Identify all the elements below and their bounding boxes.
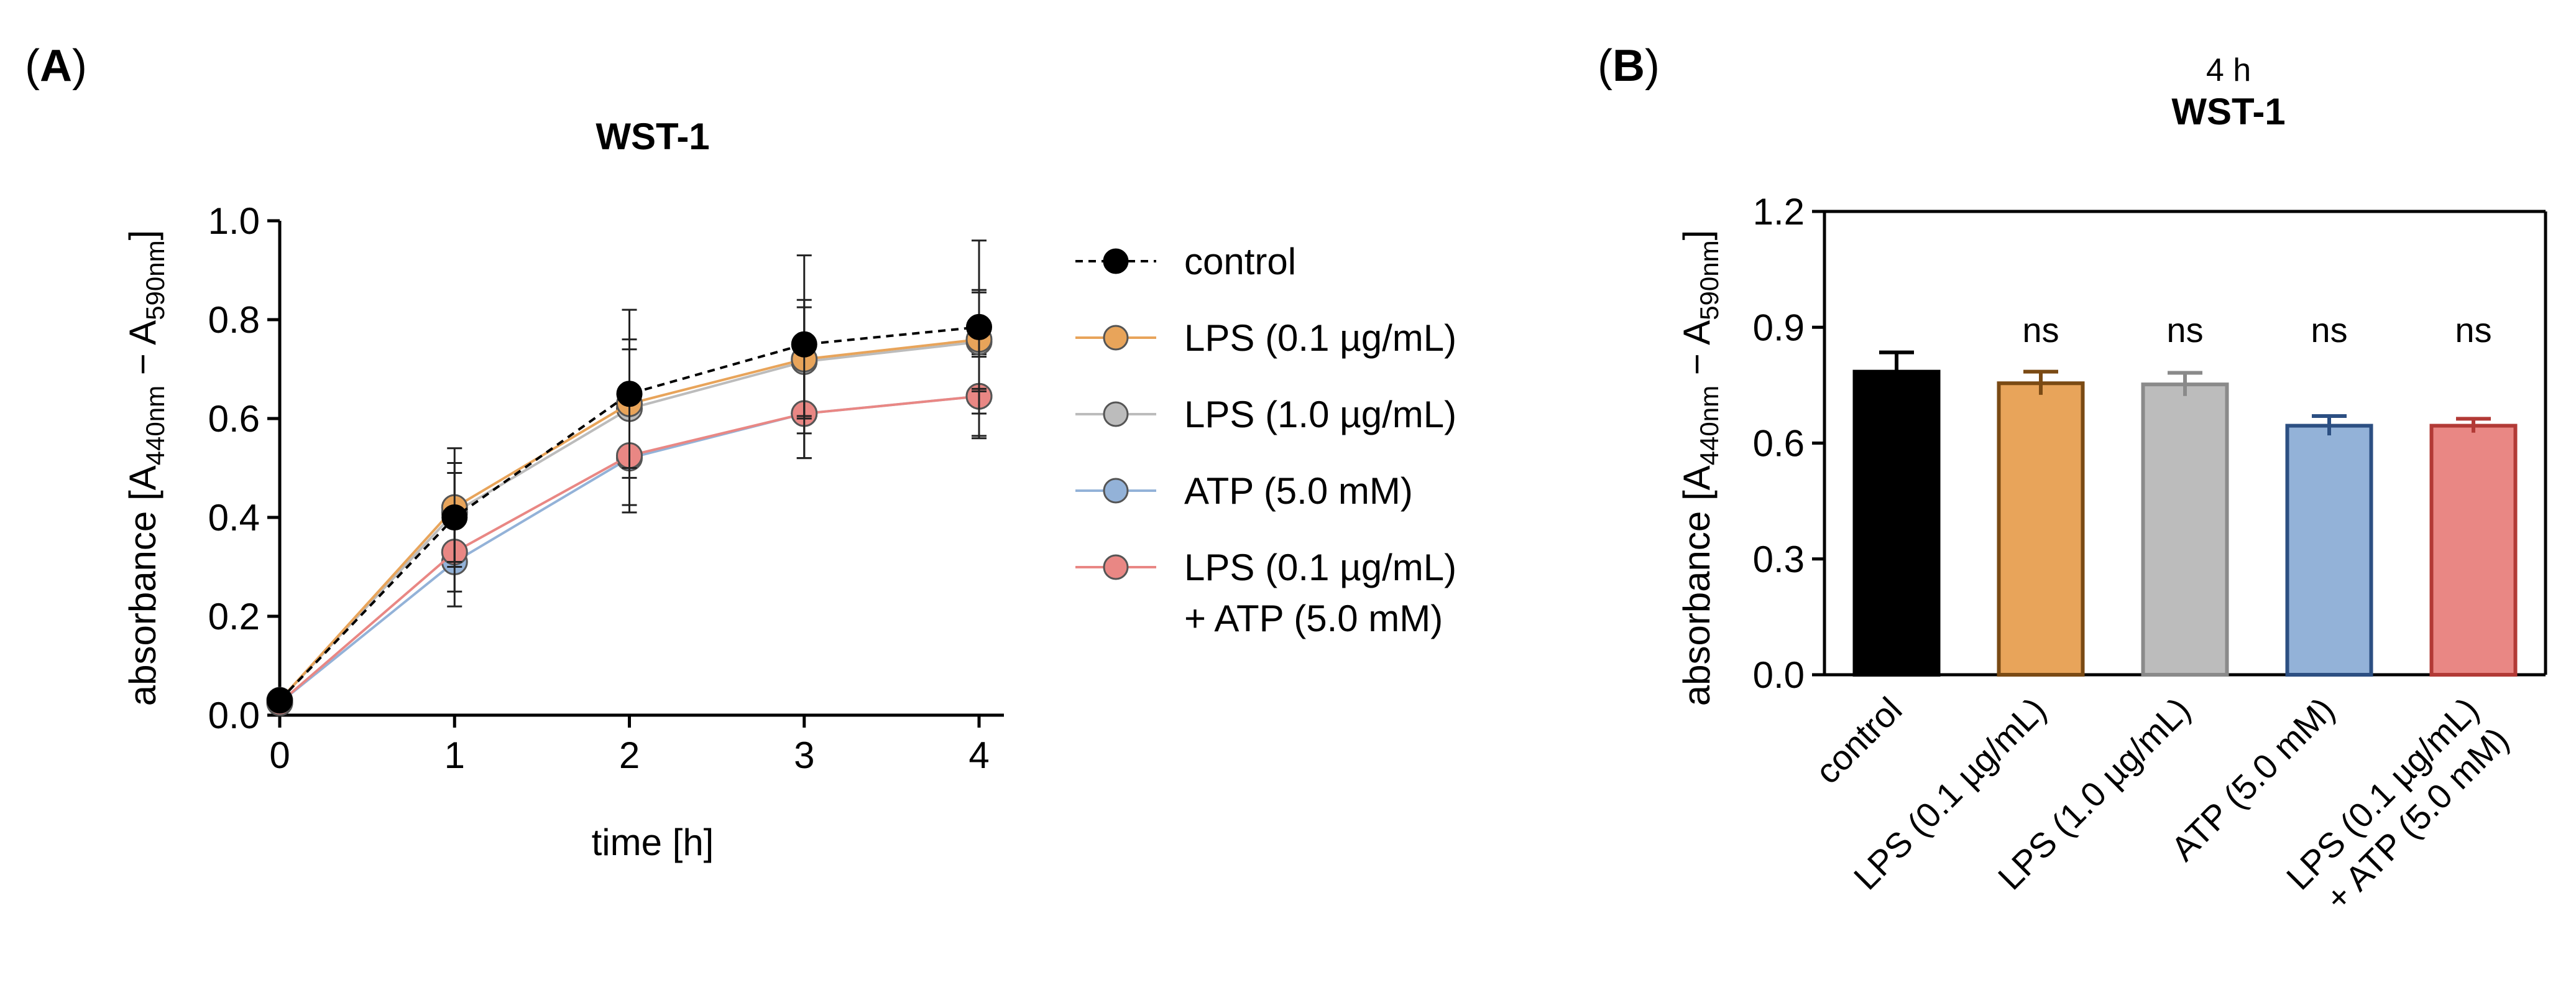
line-chart-title: WST-1	[596, 116, 709, 157]
bar-chart-title: WST-1	[2171, 91, 2285, 132]
legend-label: LPS (0.1 µg/mL)	[1184, 547, 1456, 588]
x-tick-label: 3	[794, 734, 814, 776]
bar-chart-subtitle: 4 h	[2206, 52, 2251, 88]
y-tick-label: 0.6	[208, 398, 260, 440]
y-tick-label: 0.0	[1753, 654, 1805, 696]
legend-label: control	[1184, 241, 1296, 282]
y-tick-label: 1.0	[208, 200, 260, 242]
y-tick-label: 0.2	[208, 596, 260, 637]
y-axis-label-text: absorbance [A440nm − A590nm]	[1676, 230, 1724, 706]
line-chart: WST-1 absorbance [A440nm − A590nm] time …	[122, 116, 1456, 863]
significance-label: ns	[2166, 310, 2203, 350]
panel-label-a: (A)	[25, 41, 87, 91]
bar-atp	[2285, 424, 2373, 677]
y-tick-label: 0.6	[1753, 423, 1805, 465]
legend-entry-lps10: LPS (1.0 µg/mL)	[1075, 394, 1456, 435]
legend-marker	[1103, 478, 1129, 504]
significance-label: ns	[2022, 310, 2059, 350]
line-chart-y-axis-label: absorbance [A440nm − A590nm]	[122, 230, 170, 706]
y-tick-label: 1.2	[1753, 191, 1805, 233]
bar-group-control: control	[1808, 350, 1941, 791]
series-line-control	[278, 325, 980, 701]
legend-label: + ATP (5.0 mM)	[1184, 598, 1443, 639]
data-point-control	[267, 687, 293, 714]
significance-label: ns	[2455, 310, 2491, 350]
series-control	[267, 239, 992, 714]
line-chart-legend: control LPS (0.1 µg/mL) LPS (1.0 µg/mL) ATP…	[1075, 241, 1456, 639]
legend-entry-combo: LPS (0.1 µg/mL) + ATP (5.0 mM)	[1075, 547, 1456, 639]
bar-control	[1852, 369, 1941, 677]
legend-entry-control: control	[1075, 241, 1296, 282]
x-tick-label: 4	[968, 734, 989, 776]
legend-label: ATP (5.0 mM)	[1184, 470, 1413, 512]
y-tick-label: 0.9	[1753, 307, 1805, 348]
bar-chart: 4 h WST-1 absorbance [A440nm − A590nm] 0…	[1676, 52, 2547, 918]
bar-chart-y-axis-label: absorbance [A440nm − A590nm]	[1676, 230, 1724, 706]
y-tick-label: 0.3	[1753, 539, 1805, 580]
bar-combo	[2429, 424, 2518, 677]
legend-marker	[1103, 401, 1129, 427]
category-label: control	[1808, 690, 1909, 791]
legend-entry-atp: ATP (5.0 mM)	[1075, 470, 1413, 512]
x-tick-label: 1	[444, 734, 465, 776]
legend-marker	[1103, 248, 1129, 274]
y-tick-label: 0.4	[208, 497, 260, 539]
y-tick-label: 0.8	[208, 299, 260, 341]
legend-entry-lps01: LPS (0.1 µg/mL)	[1075, 317, 1456, 359]
bar-lps10	[2141, 382, 2229, 677]
legend-marker	[1103, 554, 1129, 580]
legend-marker	[1103, 325, 1129, 351]
x-tick-label: 0	[269, 734, 290, 776]
bar-lps01	[1997, 381, 2085, 677]
line-chart-x-axis-label: time [h]	[592, 822, 714, 863]
y-axis-label-text: absorbance [A440nm − A590nm]	[122, 230, 170, 706]
y-tick-label: 0.0	[208, 695, 260, 736]
legend-label: LPS (0.1 µg/mL)	[1184, 317, 1456, 359]
data-point-control	[791, 331, 817, 358]
x-tick-label: 2	[619, 734, 640, 776]
data-point-control	[616, 381, 643, 407]
legend-label: LPS (1.0 µg/mL)	[1184, 394, 1456, 435]
data-point-control	[441, 504, 468, 530]
significance-label: ns	[2311, 310, 2347, 350]
panel-label-b: (B)	[1598, 41, 1660, 91]
data-point-control	[966, 313, 992, 340]
